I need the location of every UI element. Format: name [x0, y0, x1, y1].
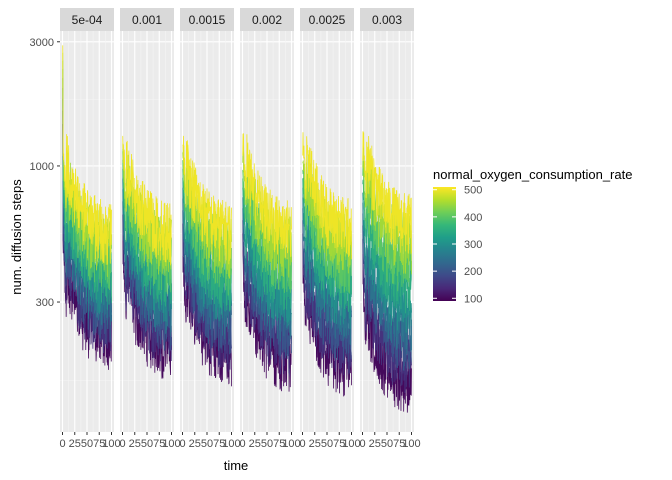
strip-background [240, 8, 294, 31]
series-line [182, 135, 232, 265]
series-line [242, 143, 292, 278]
legend-tick-label: 100 [464, 293, 482, 305]
series-line [122, 135, 172, 266]
y-axis: 300 1000 3000 [30, 37, 60, 309]
facet-label: 0.0015 [189, 13, 226, 27]
facet-label: 0.001 [132, 13, 162, 27]
series-line [182, 198, 232, 355]
x-tick-label: 25 [189, 438, 201, 450]
legend-tick-label: 400 [464, 212, 482, 224]
x-tick-label: 0 [239, 438, 245, 450]
x-tick-label: 100 [402, 438, 420, 450]
x-tick-label: 25 [369, 438, 381, 450]
x-tick-label: 75 [393, 438, 405, 450]
series-line [302, 197, 352, 346]
strip-background [60, 8, 114, 31]
facet-label: 5e-04 [72, 13, 103, 27]
series-line [362, 192, 412, 333]
y-axis-title: num. diffusion steps [9, 179, 24, 295]
x-tick-label: 75 [333, 438, 345, 450]
strip-background [300, 8, 354, 31]
series-line [242, 133, 292, 260]
x-tick-label: 0 [359, 438, 365, 450]
legend-title: normal_oxygen_consumption_rate [433, 167, 632, 182]
color-legend: normal_oxygen_consumption_rate 100 200 300… [433, 167, 632, 305]
facet-label: 0.003 [372, 13, 402, 27]
x-tick-label: 100 [222, 438, 240, 450]
x-tick-label: 0 [179, 438, 185, 450]
y-tick-label: 300 [36, 297, 54, 309]
x-tick-label: 100 [102, 438, 120, 450]
y-tick-label: 1000 [30, 161, 54, 173]
x-tick-label: 75 [213, 438, 225, 450]
x-tick-label: 75 [273, 438, 285, 450]
x-tick-label: 25 [129, 438, 141, 450]
legend-colorbar [433, 187, 456, 301]
x-tick-label: 0 [299, 438, 305, 450]
x-tick-label: 75 [153, 438, 165, 450]
series-line [122, 143, 172, 276]
strip-background [180, 8, 234, 31]
x-tick-label: 25 [69, 438, 81, 450]
legend-tick-label: 200 [464, 266, 482, 278]
x-tick-label: 50 [141, 438, 153, 450]
x-tick-label: 50 [81, 438, 93, 450]
x-tick-label: 25 [249, 438, 261, 450]
facet-label: 0.002 [252, 13, 282, 27]
facet-label: 0.0025 [309, 13, 346, 27]
x-tick-label: 0 [119, 438, 125, 450]
x-tick-label: 100 [282, 438, 300, 450]
x-tick-label: 25 [309, 438, 321, 450]
x-tick-label: 50 [201, 438, 213, 450]
x-tick-label: 50 [261, 438, 273, 450]
strip-background [120, 8, 174, 31]
series-line [62, 45, 112, 265]
x-tick-label: 75 [93, 438, 105, 450]
x-tick-label: 0 [59, 438, 65, 450]
series-line [362, 131, 412, 254]
x-tick-label: 100 [162, 438, 180, 450]
x-axis-title: time [224, 458, 249, 473]
x-tick-label: 50 [381, 438, 393, 450]
legend-tick-label: 300 [464, 239, 482, 251]
x-tick-label: 50 [321, 438, 333, 450]
series-line [362, 159, 412, 292]
x-tick-label: 100 [342, 438, 360, 450]
strip-background [360, 8, 414, 31]
series-line [302, 132, 352, 260]
y-tick-label: 3000 [30, 37, 54, 49]
legend-tick-label: 500 [464, 185, 482, 197]
